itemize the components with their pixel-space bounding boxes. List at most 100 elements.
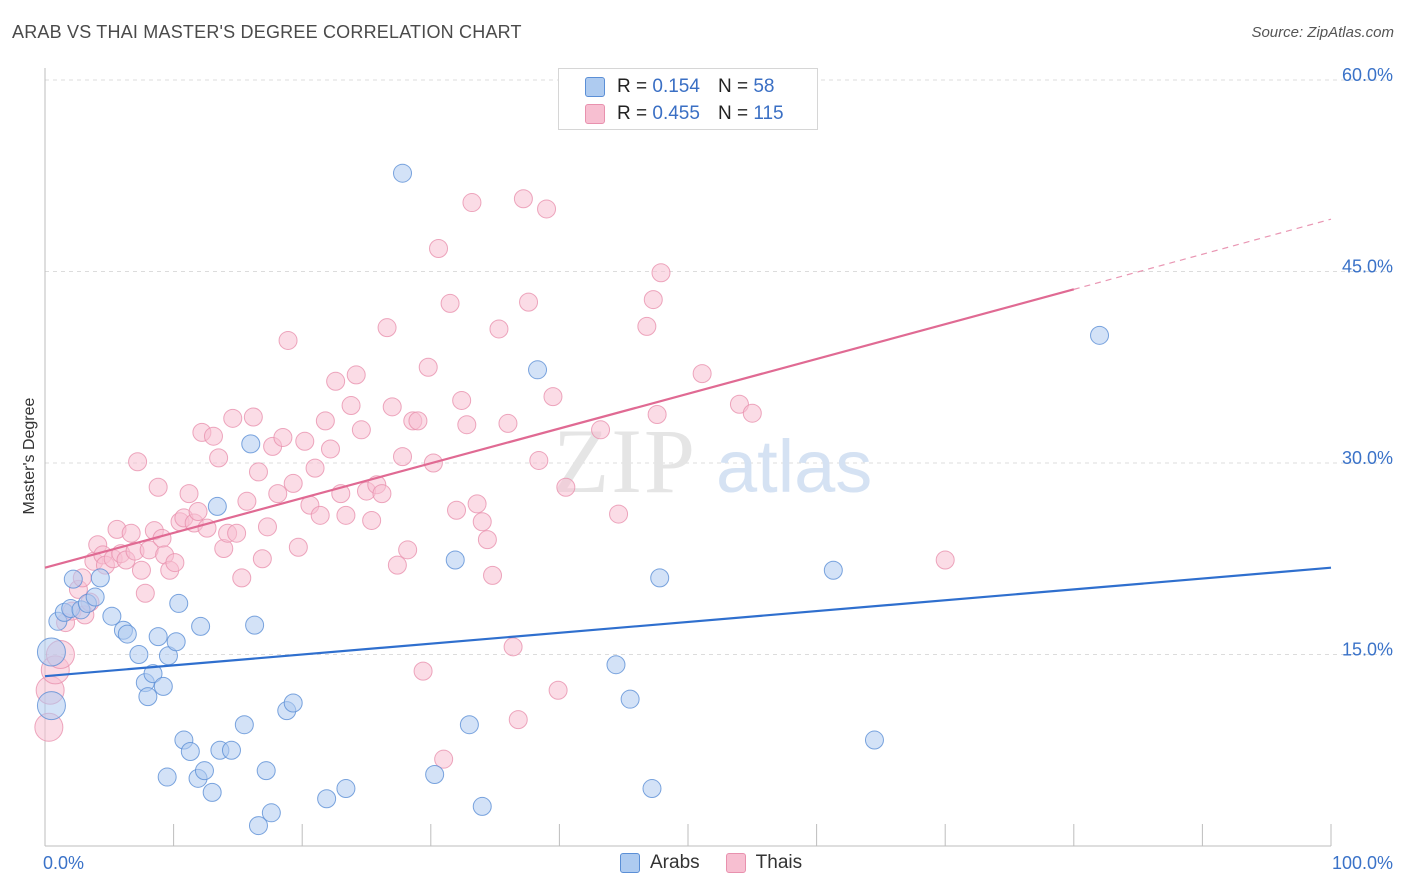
arab-points	[36, 163, 1110, 836]
y-tick-label: 60.0%	[1342, 65, 1393, 85]
thai-point	[647, 404, 667, 424]
thai-point	[742, 403, 762, 423]
thai-point	[503, 637, 523, 657]
thai-point	[351, 420, 371, 440]
thai-point	[243, 407, 263, 427]
thai-point	[128, 452, 148, 472]
arab-point	[261, 803, 281, 823]
arab-point	[143, 664, 163, 684]
arab-point	[102, 606, 122, 626]
arab-point	[248, 816, 268, 836]
thai-point	[188, 502, 208, 522]
thai-point	[283, 473, 303, 493]
thai-point	[278, 330, 298, 350]
watermark: ZIP atlas	[553, 410, 872, 512]
thai-point	[529, 450, 549, 470]
arab-point	[650, 568, 670, 588]
trend-layer	[44, 218, 1332, 678]
legend-row-arabs: R = 0.154 N = 58	[585, 76, 774, 98]
thai-point	[135, 583, 155, 603]
thai-swatch	[585, 104, 605, 124]
thai-point	[637, 316, 657, 336]
thai-trend-line	[44, 288, 1075, 569]
thai-point	[548, 680, 568, 700]
thai-point	[591, 420, 611, 440]
thai-point	[223, 408, 243, 428]
x-tick-label: 0.0%	[43, 853, 84, 873]
thai-point	[457, 415, 477, 435]
thai-point	[556, 477, 576, 497]
arab-point	[642, 779, 662, 799]
thai-point	[377, 318, 397, 338]
thai-point	[513, 189, 533, 209]
thai-legend-label: Thais	[755, 852, 803, 873]
source-note: Source: ZipAtlas.com	[1251, 24, 1394, 41]
arab-point	[207, 496, 227, 516]
arab-r-value: 0.154	[652, 76, 700, 97]
grid-layer	[45, 79, 1392, 655]
arab-point	[823, 560, 843, 580]
arab-point	[241, 434, 261, 454]
arab-point	[202, 782, 222, 802]
thai-point	[288, 537, 308, 557]
arab-n-value: 58	[753, 76, 775, 97]
arab-point	[153, 676, 173, 696]
thai-point	[131, 560, 151, 580]
thai-point	[248, 462, 268, 482]
arab-point	[472, 796, 492, 816]
arab-swatch	[585, 77, 605, 97]
arab-trend-line	[44, 566, 1332, 678]
arab-point	[606, 655, 626, 675]
thai-point	[305, 458, 325, 478]
thai-point	[121, 523, 141, 543]
thai-point	[382, 397, 402, 417]
thai-point	[408, 411, 428, 431]
arab-legend-swatch	[620, 853, 640, 873]
legend-row-thais: R = 0.455 N = 115	[585, 103, 784, 125]
thai-r-label: R =	[617, 103, 648, 124]
arab-point	[1090, 325, 1110, 345]
thai-point	[273, 427, 293, 447]
thai-point	[467, 494, 487, 514]
thai-point	[489, 319, 509, 339]
arab-point	[459, 715, 479, 735]
thai-point	[209, 448, 229, 468]
thai-n-value: 115	[753, 103, 784, 124]
arab-point	[528, 360, 548, 380]
arab-point	[256, 761, 276, 781]
legend-item-thais[interactable]: Thais	[725, 852, 803, 874]
thai-point	[341, 396, 361, 416]
thai-point	[148, 477, 168, 497]
thai-point	[429, 239, 449, 259]
thai-legend-swatch	[725, 853, 746, 873]
x-tick-label: 100.0%	[1332, 853, 1393, 873]
thai-point	[203, 426, 223, 446]
thai-trend-extension	[1073, 218, 1332, 290]
thai-point	[462, 193, 482, 213]
arab-point	[283, 693, 303, 713]
thai-point	[257, 517, 277, 537]
thai-point	[543, 387, 563, 407]
arab-point	[445, 550, 465, 570]
thai-point	[295, 431, 315, 451]
arab-point	[117, 624, 137, 644]
thai-point	[393, 447, 413, 467]
y-tick-label: 30.0%	[1342, 448, 1393, 468]
arab-point	[425, 765, 445, 785]
thai-point	[477, 530, 497, 550]
legend-item-arabs[interactable]: Arabs	[620, 852, 700, 874]
watermark-zip: ZIP	[553, 410, 697, 512]
chart-title: ARAB VS THAI MASTER'S DEGREE CORRELATION…	[12, 22, 522, 42]
arab-point	[245, 615, 265, 635]
thai-point	[336, 505, 356, 525]
arab-point	[864, 730, 884, 750]
arab-point	[36, 637, 66, 667]
arab-point	[191, 616, 211, 636]
thai-point	[237, 491, 257, 511]
thai-point	[452, 390, 472, 410]
thai-point	[326, 371, 346, 391]
thai-point	[537, 199, 557, 219]
thai-point	[387, 555, 407, 575]
arab-point	[63, 569, 83, 589]
arab-point	[85, 587, 105, 607]
